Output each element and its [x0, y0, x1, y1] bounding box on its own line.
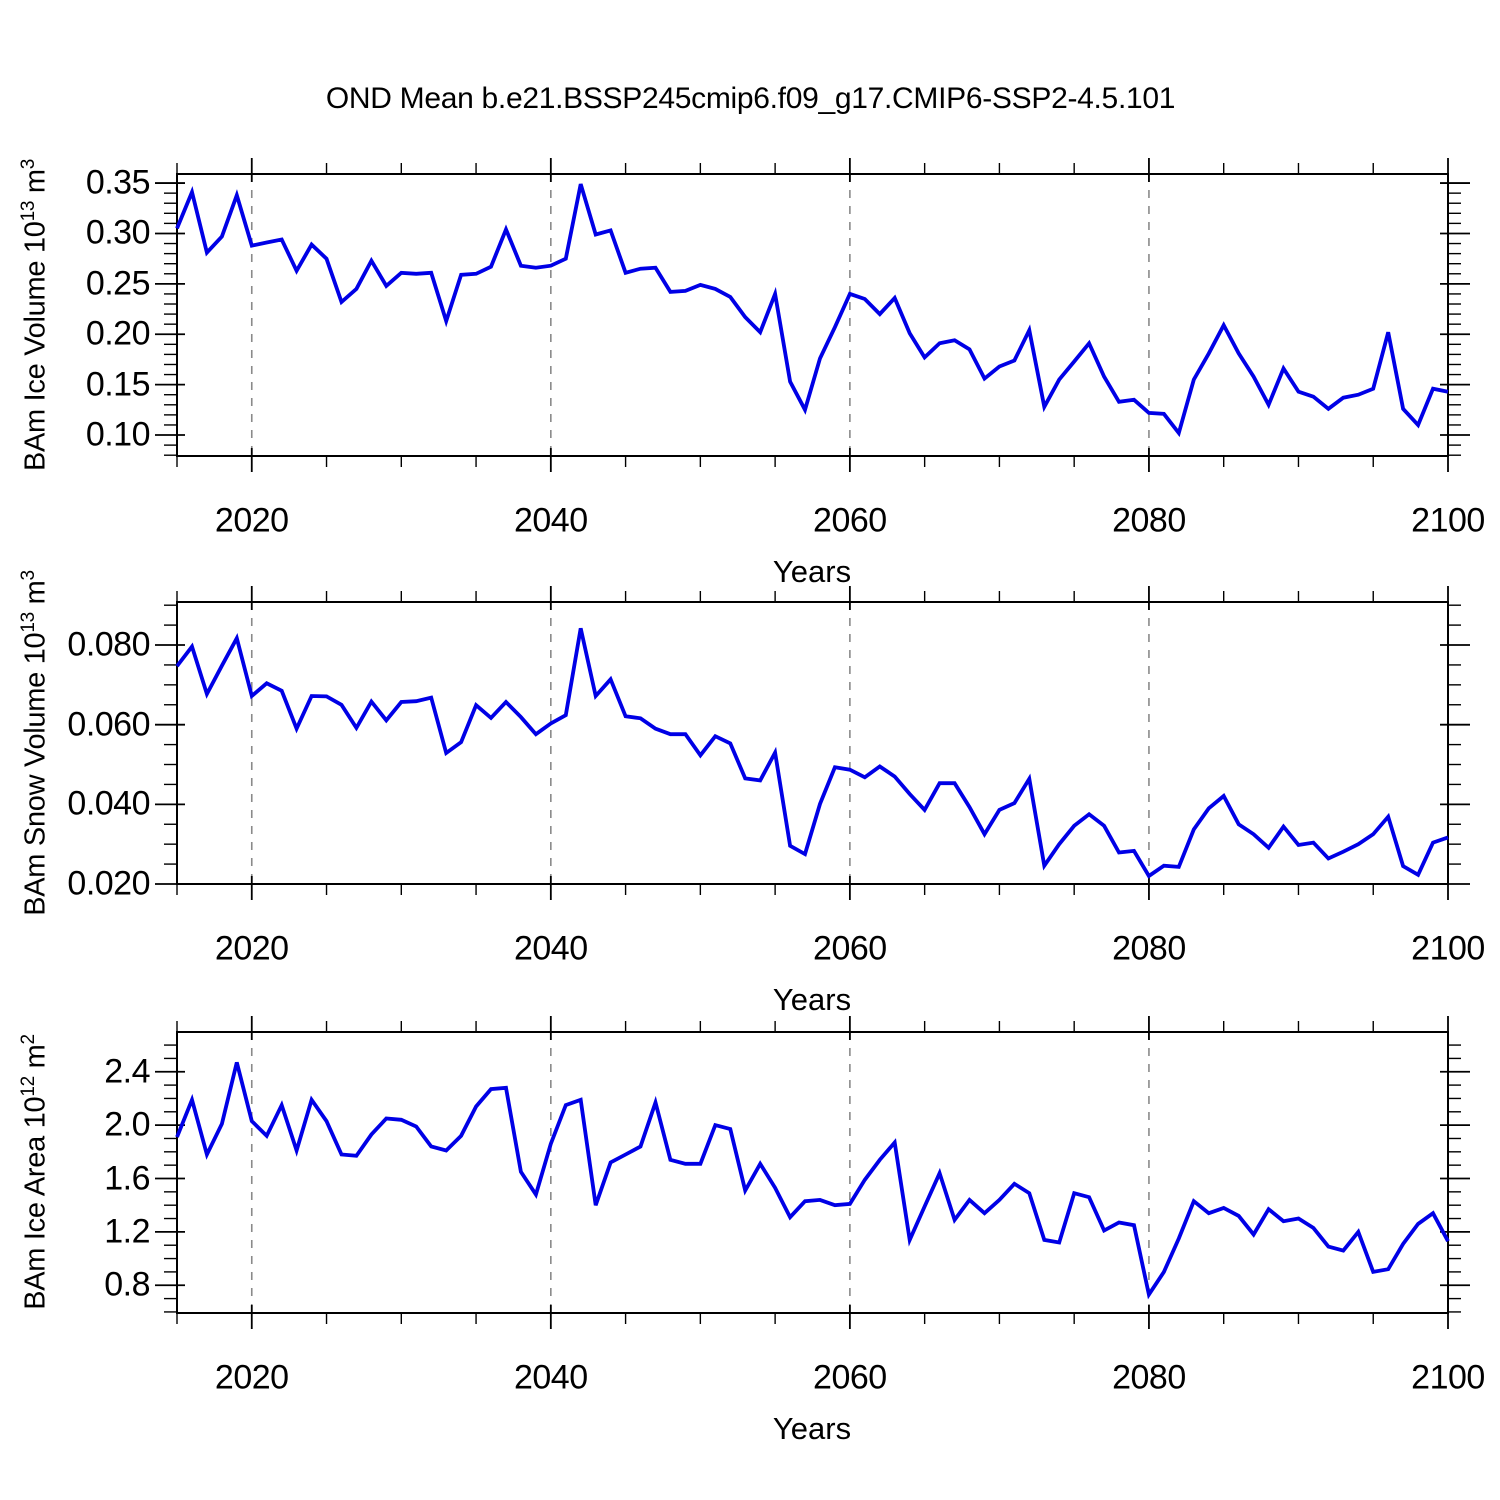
x-tick-label: 2100 — [1411, 501, 1485, 540]
series-line-ice-area — [175, 1061, 1450, 1300]
x-tick-label: 2100 — [1411, 1358, 1485, 1397]
plot-frame — [176, 173, 1449, 457]
x-tick-label: 2040 — [513, 1358, 588, 1397]
x-tick-label: 2020 — [214, 1358, 289, 1397]
x-axis-title-panel-2: Years — [772, 982, 852, 1017]
x-tick-label: 2020 — [214, 929, 289, 968]
plot-frame — [176, 1031, 1449, 1314]
series-line-snow-volume — [175, 627, 1449, 879]
x-tick-label: 2060 — [813, 929, 887, 968]
y-tick-label: 0.30 — [85, 213, 151, 252]
y-tick-label: 0.040 — [67, 784, 150, 823]
y-tick-label: 0.080 — [67, 625, 150, 664]
y-tick-label: 0.8 — [104, 1265, 150, 1304]
y-tick-label: 0.060 — [67, 705, 150, 744]
y-tick-label: 0.15 — [85, 365, 151, 404]
x-tick-label: 2040 — [513, 501, 588, 540]
y-axis-title-snow-volume: BAm Snow Volume 1013 m3 — [17, 570, 52, 916]
x-tick-label: 2060 — [813, 501, 887, 540]
x-tick-label: 2080 — [1112, 929, 1186, 968]
plot-frame — [176, 601, 1449, 885]
x-tick-label: 2060 — [813, 1358, 887, 1397]
ice-area-panel — [155, 1016, 1470, 1329]
y-tick-label: 0.10 — [85, 415, 151, 454]
x-tick-label: 2100 — [1411, 929, 1485, 968]
x-axis-title-panel-1: Years — [772, 554, 852, 589]
y-tick-label: 2.0 — [104, 1105, 150, 1144]
x-tick-label: 2020 — [214, 501, 289, 540]
series-line-ice-volume — [175, 183, 1449, 438]
y-tick-label: 1.2 — [104, 1212, 150, 1251]
snow-volume-panel — [155, 586, 1470, 900]
y-axis-title-ice-volume: BAm Ice Volume 1013 m3 — [17, 158, 52, 472]
y-tick-label: 0.020 — [67, 864, 150, 903]
y-tick-label: 0.25 — [85, 264, 151, 303]
x-axis-title-panel-3: Years — [772, 1411, 852, 1446]
x-tick-label: 2040 — [513, 929, 588, 968]
x-tick-label: 2080 — [1112, 501, 1186, 540]
chart-title: OND Mean b.e21.BSSP245cmip6.f09_g17.CMIP… — [325, 82, 1176, 115]
x-tick-label: 2080 — [1112, 1358, 1186, 1397]
y-tick-label: 2.4 — [104, 1052, 150, 1091]
y-tick-label: 1.6 — [104, 1159, 150, 1197]
ice-volume-panel — [155, 158, 1470, 472]
y-tick-label: 0.20 — [85, 314, 151, 353]
y-tick-label: 0.35 — [85, 163, 151, 202]
y-axis-title-ice-area: BAm Ice Area 1012 m2 — [17, 1034, 52, 1310]
